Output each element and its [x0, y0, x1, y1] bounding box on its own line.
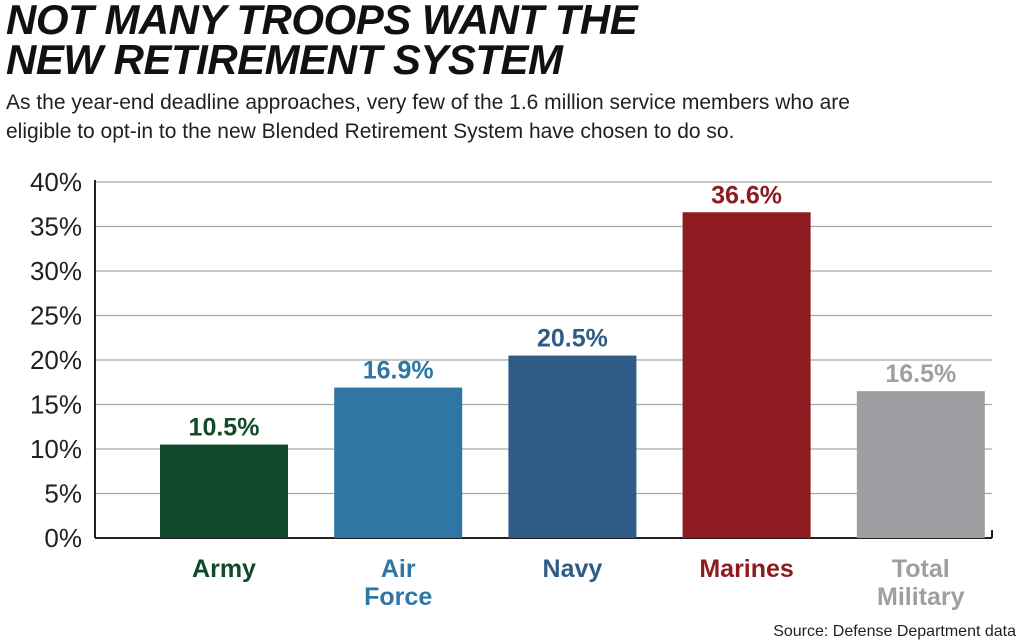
- y-tick-label: 35%: [30, 212, 82, 242]
- bar-marines: [682, 212, 811, 538]
- y-axis-tick-labels: 0% 5% 10% 15% 20% 25% 30% 35% 40%: [30, 167, 82, 553]
- chart-subtitle-line-1: As the year-end deadline approaches, ver…: [6, 91, 850, 114]
- bar-value-label: 20.5%: [537, 325, 608, 353]
- bar-army: [160, 444, 288, 538]
- x-category-label: Force: [364, 583, 432, 611]
- x-category-label: Navy: [543, 555, 603, 583]
- bar-value-label: 10.5%: [189, 414, 260, 442]
- bar-value-label: 16.5%: [885, 360, 956, 388]
- bar-value-labels: 10.5% 16.9% 20.5% 36.6% 16.5%: [189, 181, 957, 441]
- y-tick-label: 20%: [30, 345, 82, 375]
- bar-air-force: [334, 387, 463, 538]
- y-tick-label: 5%: [44, 479, 82, 509]
- bar-value-label: 36.6%: [711, 181, 782, 209]
- x-category-label: Total: [892, 555, 950, 583]
- x-category-label: Air: [381, 555, 416, 583]
- chart-title-line-1: NOT MANY TROOPS WANT THE: [6, 0, 638, 43]
- x-category-label: Military: [877, 583, 965, 611]
- bar-value-label: 16.9%: [363, 357, 434, 385]
- chart-title: NOT MANY TROOPS WANT THE NEW RETIREMENT …: [6, 0, 638, 83]
- bar-navy: [508, 355, 637, 538]
- chart-subtitle: As the year-end deadline approaches, ver…: [6, 88, 1016, 146]
- y-tick-label: 30%: [30, 256, 82, 286]
- chart-subtitle-line-2: eligible to opt-in to the new Blended Re…: [6, 120, 735, 143]
- y-tick-label: 40%: [30, 167, 82, 197]
- y-tick-label: 15%: [30, 390, 82, 420]
- bars: [160, 212, 985, 538]
- x-category-label: Marines: [699, 555, 793, 583]
- source-note: Source: Defense Department data: [773, 623, 1016, 640]
- y-tick-label: 0%: [44, 523, 82, 553]
- chart-title-line-2: NEW RETIREMENT SYSTEM: [6, 36, 563, 83]
- x-category-label: Army: [192, 555, 256, 583]
- y-tick-label: 25%: [30, 301, 82, 331]
- y-tick-label: 10%: [30, 434, 82, 464]
- bar-total-military: [856, 391, 985, 538]
